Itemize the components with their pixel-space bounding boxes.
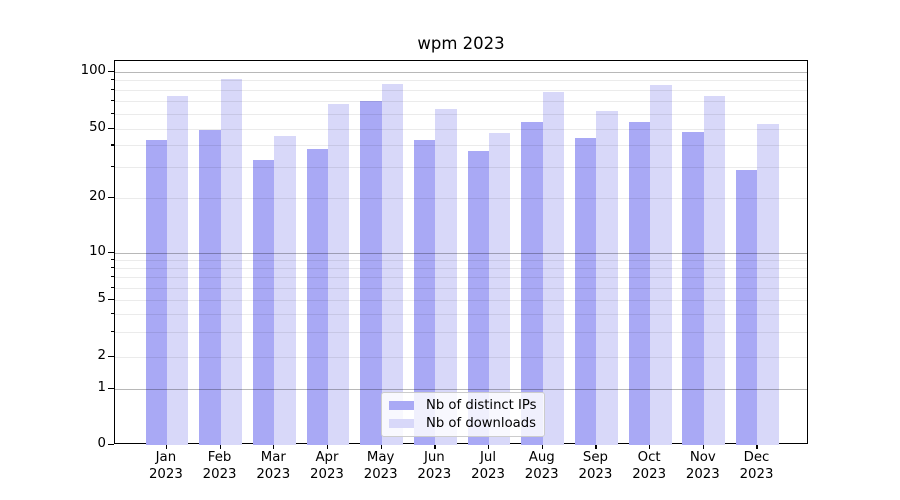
x-tick [165, 444, 168, 449]
bar-distinct-ips-sep [575, 138, 597, 445]
x-tick [756, 444, 758, 449]
y-minor-tick [111, 144, 114, 146]
bar-distinct-ips-mar [252, 159, 275, 445]
chart-title: wpm 2023 [417, 34, 505, 53]
x-tick [702, 444, 704, 449]
bar-distinct-ips-aug [521, 122, 543, 445]
x-tick [219, 444, 221, 449]
y-minor-tick [111, 312, 114, 314]
y-tick-label: 1 [97, 380, 106, 396]
x-tick-label-aug: Aug 2023 [524, 450, 559, 482]
x-tick-label-sep: Sep 2023 [578, 450, 613, 482]
y-minor-tick [111, 258, 114, 261]
x-tick [434, 444, 436, 449]
bar-downloads-apr [327, 104, 350, 445]
y-tick-label: 100 [80, 62, 106, 78]
y-minor-tick [111, 166, 114, 168]
bar-distinct-ips-may [360, 100, 382, 445]
y-tick [108, 70, 114, 72]
x-tick-label-jan: Jan 2023 [148, 450, 183, 482]
bar-distinct-ips-dec [736, 169, 758, 445]
bar-downloads-jul [489, 133, 511, 445]
legend-label-distinct-ips: Nb of distinct IPs [426, 398, 537, 413]
legend-swatch-downloads [389, 419, 414, 428]
bar-downloads-feb [220, 79, 242, 445]
x-tick [273, 444, 275, 449]
y-minor-tick [111, 266, 114, 269]
bar-distinct-ips-jan [145, 139, 167, 445]
x-tick-label-apr: Apr 2023 [310, 450, 344, 482]
x-tick-label-jul: Jul 2023 [471, 450, 505, 482]
x-tick [541, 444, 543, 449]
y-minor-tick [111, 299, 114, 301]
bar-downloads-jun [435, 109, 457, 445]
y-tick [108, 443, 114, 445]
bar-downloads-sep [596, 110, 618, 445]
bar-downloads-may [381, 83, 404, 445]
y-minor-tick [111, 276, 114, 278]
y-minor-tick [111, 286, 114, 288]
bars-layer [115, 61, 807, 445]
y-tick-label: 10 [89, 243, 106, 259]
plot-area: Nb of distinct IPs Nb of downloads [114, 60, 808, 445]
y-minor-tick [111, 112, 114, 114]
x-tick [488, 444, 490, 449]
bar-downloads-jan [166, 96, 189, 445]
bar-downloads-oct [650, 84, 672, 445]
legend-swatch-distinct-ips [389, 401, 414, 410]
y-minor-tick [111, 79, 114, 81]
x-tick-label-dec: Dec 2023 [739, 450, 774, 482]
y-tick-label: 5 [97, 291, 106, 306]
x-tick [326, 444, 329, 449]
x-tick-label-oct: Oct 2023 [632, 450, 667, 482]
x-tick-label-jun: Jun 2023 [417, 450, 452, 482]
bar-downloads-aug [542, 91, 565, 445]
y-minor-tick [111, 99, 114, 102]
bar-distinct-ips-apr [306, 149, 328, 445]
bar-distinct-ips-jun [413, 139, 436, 445]
legend-label-downloads: Nb of downloads [426, 416, 536, 431]
y-minor-tick [111, 127, 114, 129]
y-tick-label: 20 [89, 188, 106, 204]
y-minor-tick [111, 196, 114, 198]
legend: Nb of distinct IPs Nb of downloads [381, 392, 545, 437]
y-minor-tick [111, 330, 114, 332]
x-tick [380, 444, 382, 449]
legend-item-downloads: Nb of downloads [389, 416, 537, 431]
x-tick [595, 444, 597, 449]
y-tick [108, 251, 114, 253]
y-minor-tick [111, 355, 114, 357]
y-tick-label: 50 [89, 119, 106, 135]
y-tick-label: 2 [97, 347, 106, 363]
bar-distinct-ips-feb [199, 130, 221, 445]
bar-downloads-mar [274, 136, 296, 445]
x-tick-label-mar: Mar 2023 [256, 450, 291, 482]
bar-distinct-ips-oct [628, 122, 651, 445]
x-tick-label-feb: Feb 2023 [202, 450, 237, 482]
bar-downloads-nov [703, 96, 726, 445]
bar-downloads-dec [757, 123, 779, 445]
x-tick-label-nov: Nov 2023 [685, 450, 720, 482]
x-tick [649, 444, 651, 449]
y-tick [108, 388, 114, 390]
y-minor-tick [111, 88, 114, 91]
x-tick-label-may: May 2023 [363, 450, 398, 482]
legend-item-distinct-ips: Nb of distinct IPs [389, 398, 537, 413]
bar-distinct-ips-jul [467, 151, 490, 445]
bar-distinct-ips-nov [682, 131, 704, 445]
y-tick-label: 0 [97, 435, 106, 451]
